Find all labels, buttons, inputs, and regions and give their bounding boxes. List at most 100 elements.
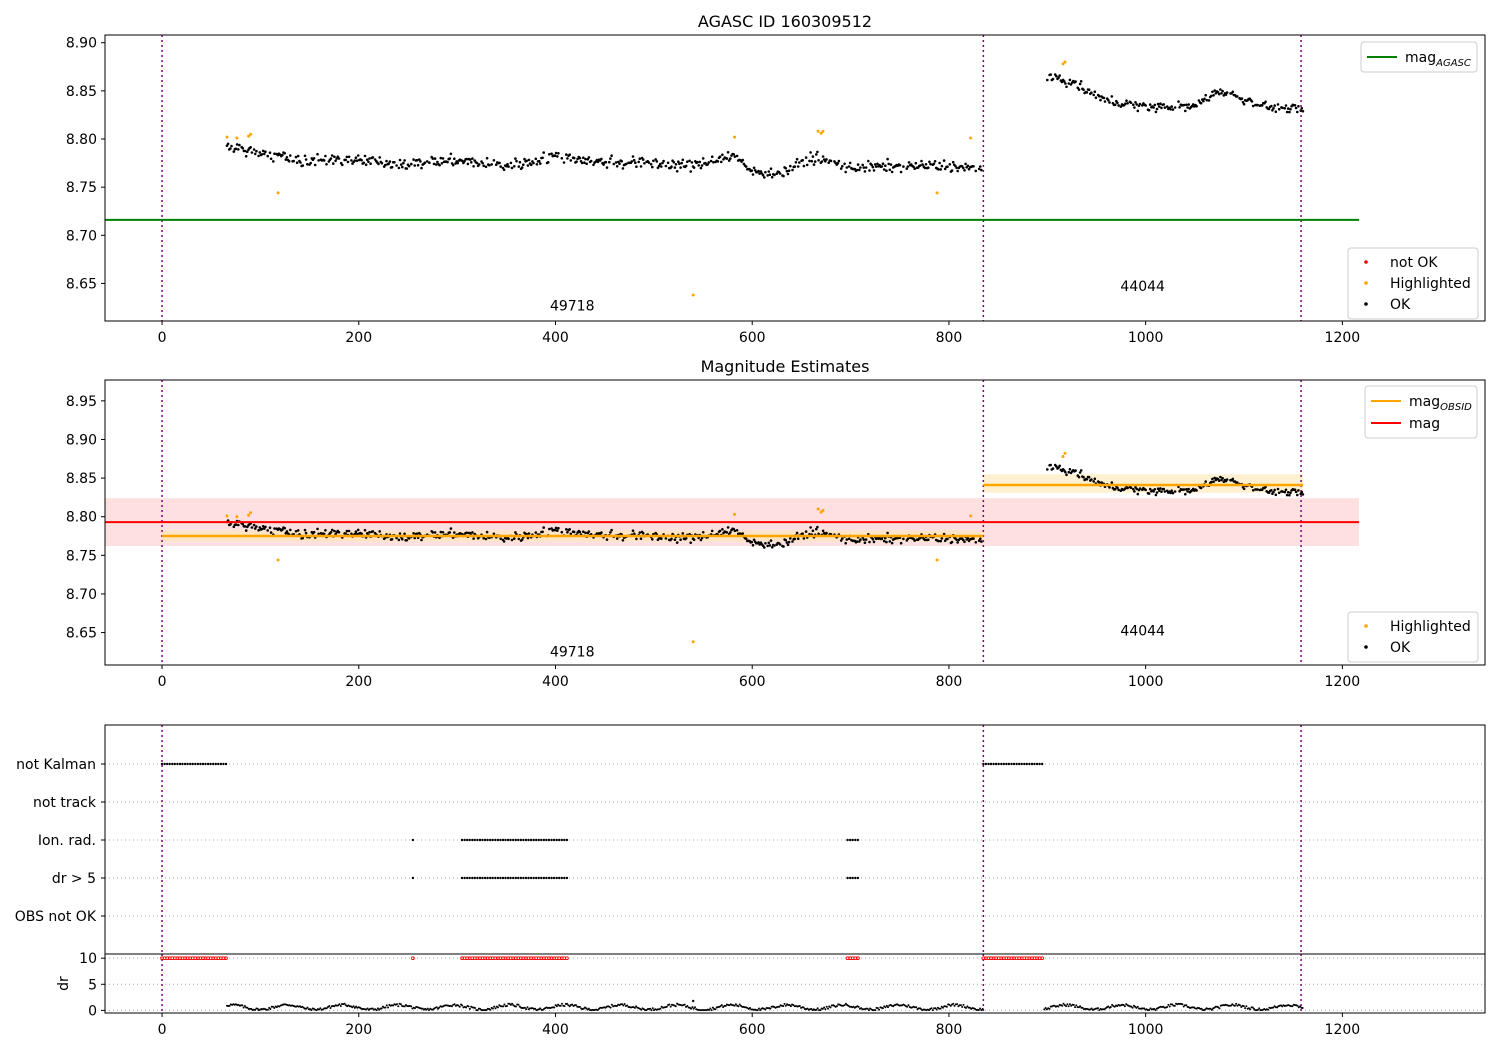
ok-point — [1135, 487, 1138, 491]
ok-point — [402, 161, 405, 165]
flag-point — [486, 876, 489, 880]
flag-point — [558, 876, 561, 880]
ok-point — [802, 537, 806, 540]
ok-point — [621, 539, 625, 542]
dr-point — [1045, 1008, 1048, 1011]
flag-point — [1020, 762, 1023, 766]
ok-point — [733, 155, 737, 158]
ok-point — [367, 160, 370, 164]
dr-point — [650, 1009, 653, 1012]
flag-point — [512, 876, 515, 880]
ok-point — [1199, 101, 1203, 105]
legend-point-swatch — [1364, 645, 1368, 649]
dr-point — [339, 1005, 342, 1007]
ok-point — [700, 164, 704, 167]
ok-point — [767, 170, 771, 173]
ok-point — [921, 163, 924, 166]
ok-point — [789, 537, 792, 540]
flag-point — [563, 838, 566, 842]
ok-point — [791, 168, 794, 172]
ok-point — [938, 161, 941, 165]
ok-point — [565, 153, 568, 156]
dr-point — [930, 1007, 933, 1010]
flag-point — [529, 838, 533, 842]
dr-point — [1272, 1006, 1275, 1009]
x-tick-label: 600 — [739, 1022, 766, 1038]
ok-point — [1134, 101, 1137, 104]
ok-point — [350, 159, 353, 162]
ok-point — [649, 163, 653, 166]
ok-point — [273, 152, 276, 155]
ok-point — [880, 165, 884, 168]
ok-point — [955, 538, 958, 542]
y-tick-label: 8.80 — [66, 510, 97, 526]
ok-point — [542, 151, 545, 154]
ok-point — [502, 540, 506, 543]
ok-point — [876, 162, 879, 166]
ok-point — [1107, 99, 1110, 102]
ok-point — [692, 166, 696, 169]
ok-point — [1240, 97, 1244, 100]
ok-point — [557, 526, 560, 530]
dr-point — [782, 1005, 785, 1008]
ok-point — [1099, 98, 1102, 102]
dr-point — [1168, 1005, 1171, 1008]
dr-red-point — [224, 956, 228, 961]
dr-point — [945, 1005, 948, 1008]
ok-point — [886, 157, 889, 161]
ok-point — [670, 537, 673, 541]
flag-point — [560, 838, 563, 842]
ok-point — [557, 152, 560, 155]
ok-point — [446, 160, 449, 164]
ok-point — [534, 157, 538, 161]
ok-point — [1082, 475, 1085, 479]
dr-point — [857, 1005, 860, 1008]
ok-point — [802, 164, 806, 168]
dr-point — [738, 1003, 741, 1006]
flag-point — [522, 838, 525, 842]
dr-point — [884, 1006, 887, 1009]
ok-point — [885, 169, 888, 172]
ok-point — [768, 173, 772, 176]
dr-point — [1098, 1009, 1101, 1012]
dr-point — [1143, 1007, 1146, 1010]
dr-point — [674, 1005, 677, 1008]
ok-point — [937, 168, 940, 171]
ok-point — [1195, 104, 1198, 108]
dr-point — [518, 1005, 521, 1008]
dr-point — [1061, 1004, 1064, 1007]
ok-point — [608, 160, 611, 164]
ok-point — [661, 161, 664, 165]
flag-point — [196, 762, 200, 766]
dr-point — [1131, 1006, 1134, 1009]
flag-point — [512, 838, 515, 842]
ok-point — [697, 164, 700, 167]
ok-point — [494, 163, 498, 166]
ok-point — [238, 143, 241, 147]
dr-point — [1253, 1007, 1255, 1010]
ok-point — [317, 159, 320, 162]
dr-point — [633, 1006, 636, 1009]
ok-point — [304, 531, 308, 535]
dr-point — [494, 1007, 497, 1010]
dr-point — [329, 1007, 332, 1009]
dr-point — [1062, 1002, 1065, 1005]
dr-point — [575, 1004, 577, 1007]
dr-point — [843, 1004, 846, 1007]
flag-point — [517, 876, 520, 880]
ok-point — [1124, 102, 1127, 105]
ok-point — [1274, 110, 1278, 113]
ok-point — [1110, 481, 1114, 484]
ok-point — [292, 159, 296, 163]
dr-point — [1251, 1006, 1254, 1009]
ok-point — [638, 531, 642, 534]
ok-point — [775, 172, 778, 175]
ok-point — [725, 531, 729, 534]
ok-point — [1160, 106, 1163, 110]
ok-point — [1079, 469, 1083, 472]
y-tick-label: 8.90 — [66, 432, 97, 448]
legend-point-swatch — [1364, 260, 1368, 264]
flag-point — [856, 876, 860, 880]
ok-point — [1301, 493, 1305, 496]
ok-point — [225, 144, 229, 147]
